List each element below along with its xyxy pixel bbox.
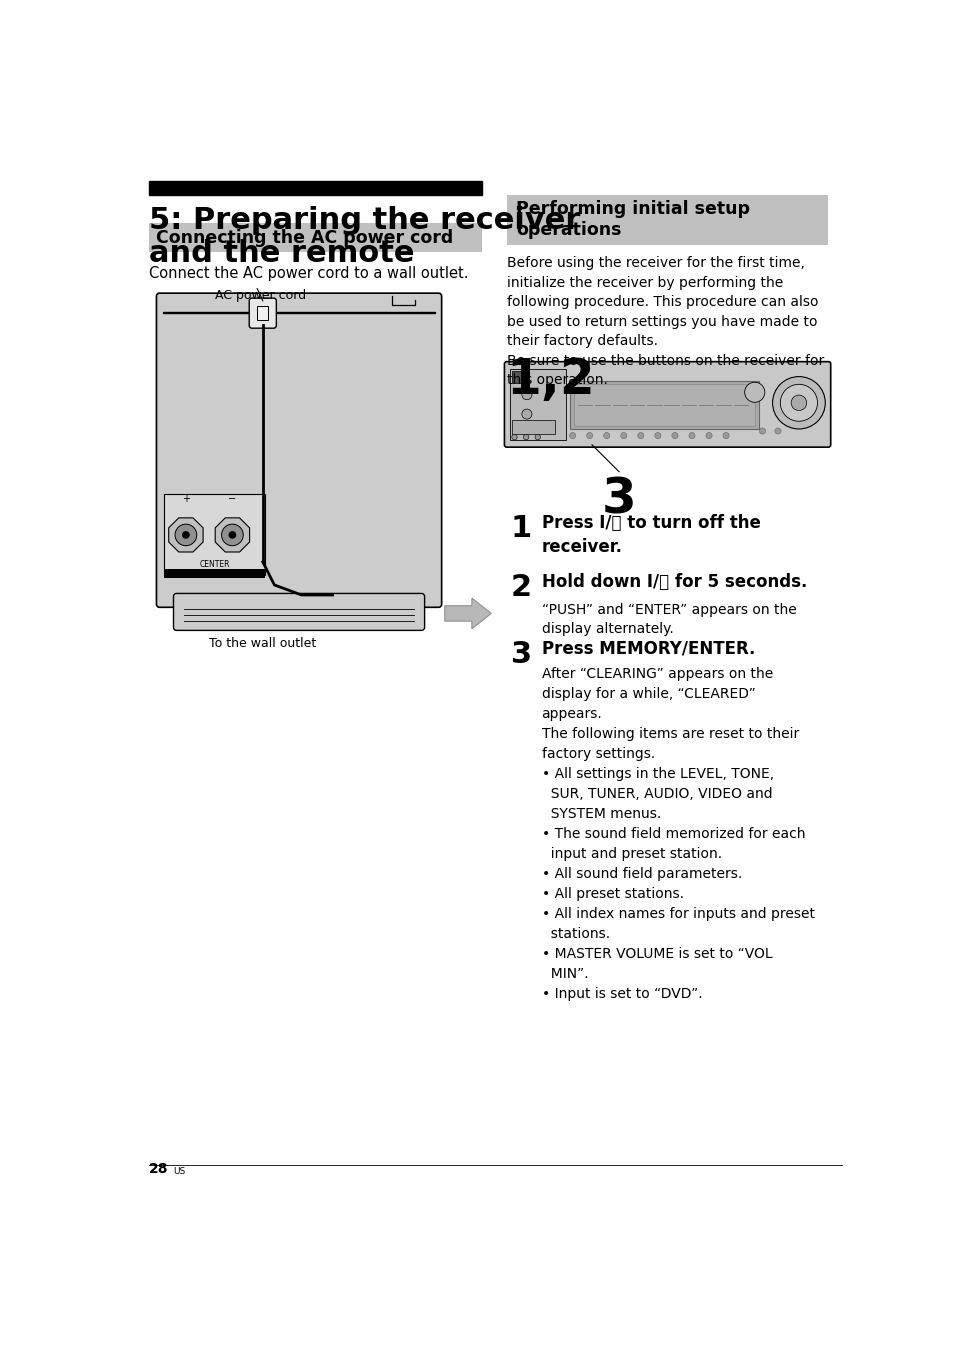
Circle shape	[637, 433, 643, 438]
Circle shape	[620, 433, 626, 438]
Circle shape	[511, 434, 517, 439]
FancyBboxPatch shape	[249, 299, 276, 329]
Bar	[509, 369, 565, 441]
Text: Connect the AC power cord to a wall outlet.: Connect the AC power cord to a wall outl…	[149, 266, 468, 281]
Bar	[164, 493, 265, 575]
Circle shape	[182, 531, 190, 538]
FancyBboxPatch shape	[173, 594, 424, 630]
Circle shape	[722, 433, 728, 438]
Circle shape	[221, 525, 243, 546]
Text: Press I/⏻ to turn off the
receiver.: Press I/⏻ to turn off the receiver.	[541, 514, 760, 556]
Text: 1,2: 1,2	[506, 357, 595, 404]
Circle shape	[586, 433, 592, 438]
Text: 1: 1	[510, 514, 532, 544]
FancyBboxPatch shape	[156, 293, 441, 607]
Text: 3: 3	[510, 639, 531, 669]
Text: “PUSH” and “ENTER” appears on the
display alternately.: “PUSH” and “ENTER” appears on the displa…	[541, 603, 796, 637]
Text: 3: 3	[601, 476, 636, 523]
Bar	[162, 311, 435, 314]
Circle shape	[790, 395, 806, 411]
Bar	[570, 381, 758, 430]
Bar	[506, 195, 827, 245]
Text: Connecting the AC power cord: Connecting the AC power cord	[156, 228, 454, 246]
Circle shape	[780, 384, 817, 422]
Circle shape	[671, 433, 678, 438]
Text: Press MEMORY/ENTER.: Press MEMORY/ENTER.	[541, 639, 754, 657]
Text: −: −	[228, 493, 236, 504]
Circle shape	[535, 434, 540, 439]
Polygon shape	[169, 518, 203, 552]
Bar	[512, 420, 555, 434]
Text: CENTER: CENTER	[199, 560, 230, 569]
Bar	[257, 307, 268, 320]
Circle shape	[603, 433, 609, 438]
Circle shape	[521, 410, 532, 419]
Text: 5: Preparing the receiver
and the remote: 5: Preparing the receiver and the remote	[149, 206, 579, 268]
Circle shape	[688, 433, 695, 438]
Circle shape	[521, 389, 532, 400]
Text: To the wall outlet: To the wall outlet	[209, 637, 316, 649]
Circle shape	[654, 433, 660, 438]
Circle shape	[774, 427, 781, 434]
Circle shape	[759, 427, 765, 434]
Text: 28: 28	[149, 1163, 168, 1176]
Bar	[574, 384, 754, 426]
FancyBboxPatch shape	[504, 362, 830, 448]
Circle shape	[705, 433, 711, 438]
Bar	[164, 569, 265, 579]
Bar	[512, 370, 525, 383]
Circle shape	[523, 434, 528, 439]
Text: Hold down I/⏻ for 5 seconds.: Hold down I/⏻ for 5 seconds.	[541, 573, 806, 591]
Circle shape	[229, 531, 236, 538]
Text: +: +	[182, 493, 190, 504]
Bar	[149, 223, 481, 253]
Text: Before using the receiver for the first time,
initialize the receiver by perform: Before using the receiver for the first …	[506, 256, 823, 387]
Circle shape	[174, 525, 196, 546]
Polygon shape	[444, 598, 491, 629]
Text: 2: 2	[510, 573, 531, 603]
Circle shape	[569, 433, 575, 438]
Circle shape	[744, 383, 764, 403]
Bar	[149, 181, 481, 195]
Circle shape	[772, 377, 824, 429]
Text: After “CLEARING” appears on the
display for a while, “CLEARED”
appears.
The foll: After “CLEARING” appears on the display …	[541, 667, 814, 1002]
Text: Performing initial setup
operations: Performing initial setup operations	[516, 200, 749, 239]
Polygon shape	[215, 518, 250, 552]
Text: AC power cord: AC power cord	[214, 288, 305, 301]
Text: US: US	[173, 1167, 186, 1176]
